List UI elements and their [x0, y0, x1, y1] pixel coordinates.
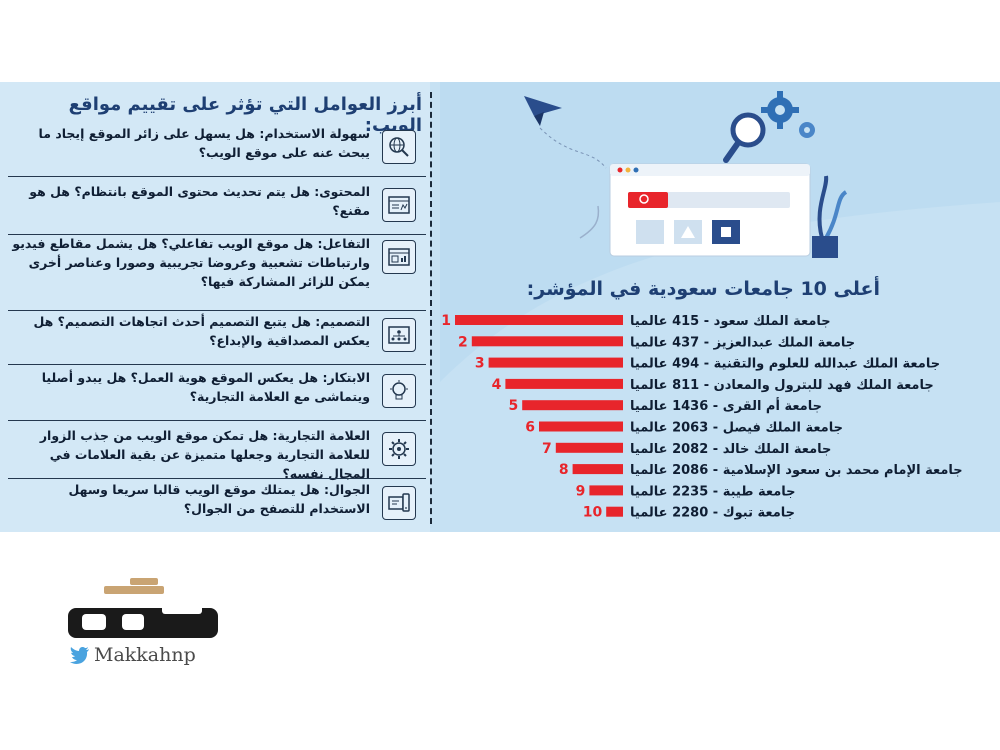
bar-rank-4 — [505, 378, 623, 389]
factor-text: الجوال: هل يمتلك موقع الويب قالبا سريعا … — [68, 482, 370, 516]
factor-item: التفاعل: هل موقع الويب تفاعلي؟ هل يشمل م… — [8, 234, 426, 306]
universities-chart-title: أعلى 10 جامعات سعودية في المؤشر: — [526, 278, 880, 300]
factor-item: سهولة الاستخدام: هل يسهل على زائر الموقع… — [8, 124, 426, 172]
factor-item: الجوال: هل يمتلك موقع الويب قالبا سريعا … — [8, 480, 426, 526]
rank-label: 3 — [475, 356, 485, 372]
factor-item: الابتكار: هل يعكس الموقع هوية العمل؟ هل … — [8, 368, 426, 416]
rank-label: 6 — [525, 420, 535, 436]
browser-window — [609, 163, 811, 257]
bar-rank-1 — [455, 315, 623, 325]
twitter-icon — [70, 647, 89, 664]
paper-plane-icon — [524, 96, 607, 169]
bar-rank-6 — [539, 421, 623, 432]
factors-title: أبرز العوامل التي تؤثر على تقييم مواقع ا… — [68, 94, 422, 136]
factor-text: العلامة التجارية: هل تمكن موقع الويب من … — [39, 428, 370, 481]
university-label: جامعة تبوك - 2280 عالميا — [630, 506, 795, 521]
content-window-icon — [382, 188, 416, 222]
universities-bar-chart: 1 جامعة الملك سعود - 415 عالميا 2 جامعة الم… — [441, 313, 963, 521]
plant-icon — [812, 175, 848, 258]
rank-label: 7 — [542, 441, 552, 457]
background-wave — [0, 82, 1000, 532]
university-label: جامعة الملك خالد - 2082 عالميا — [630, 442, 831, 457]
rank-label: 9 — [576, 483, 586, 499]
bar-rank-10 — [606, 506, 623, 517]
factor-text: المحتوى: هل يتم تحديث محتوى الموقع بانتظ… — [29, 184, 370, 218]
bar-rank-7 — [555, 442, 623, 453]
lightbulb-icon — [382, 374, 416, 408]
mobile-devices-icon — [382, 486, 416, 520]
magnifier-icon — [723, 112, 766, 163]
factor-text: الابتكار: هل يعكس الموقع هوية العمل؟ هل … — [41, 370, 370, 404]
university-label: جامعة الملك سعود - 415 عالميا — [630, 314, 831, 329]
gear-icon — [761, 91, 799, 129]
bar-rank-8 — [572, 464, 623, 475]
factor-separator — [8, 420, 426, 421]
infographic-panel: أبرز العوامل التي تؤثر على تقييم مواقع ا… — [0, 82, 1000, 532]
university-label: جامعة الإمام محمد بن سعود الإسلامية - 20… — [630, 463, 963, 478]
university-label: جامعة الملك فهد للبترول والمعادن - 811 ع… — [630, 378, 934, 393]
rank-label: 5 — [508, 398, 518, 414]
brand-gear-icon — [382, 432, 416, 466]
rank-label: 1 — [441, 313, 451, 329]
rank-label: 2 — [458, 334, 468, 350]
factor-text: سهولة الاستخدام: هل يسهل على زائر الموقع… — [38, 126, 370, 160]
factor-text: التصميم: هل يتبع التصميم أحدث اتجاهات ال… — [33, 314, 370, 348]
factor-separator — [8, 364, 426, 365]
website-illustration — [524, 91, 848, 258]
bar-rank-3 — [488, 357, 623, 368]
university-label: جامعة الملك عبدالله للعلوم والتقنية - 49… — [630, 357, 940, 372]
factor-separator — [8, 234, 426, 235]
factor-item: العلامة التجارية: هل تمكن موقع الويب من … — [8, 426, 426, 481]
factor-item: التصميم: هل يتبع التصميم أحدث اتجاهات ال… — [8, 312, 426, 360]
factor-item: المحتوى: هل يتم تحديث محتوى الموقع بانتظ… — [8, 182, 426, 230]
university-label: جامعة طيبة - 2235 عالميا — [630, 484, 796, 499]
design-flow-icon — [382, 318, 416, 352]
factor-separator — [8, 310, 426, 311]
factor-separator — [8, 176, 426, 177]
rank-label: 4 — [492, 377, 502, 393]
bar-rank-2 — [471, 336, 623, 347]
university-label: جامعة الملك فيصل - 2063 عالميا — [630, 421, 843, 436]
makkah-logo — [68, 578, 218, 638]
factor-text: التفاعل: هل موقع الويب تفاعلي؟ هل يشمل م… — [12, 236, 370, 289]
rank-label: 8 — [559, 462, 569, 478]
university-label: جامعة أم القرى - 1436 عالميا — [630, 397, 822, 414]
university-label: جامعة الملك عبدالعزيز - 437 عالميا — [630, 335, 855, 350]
dashed-divider — [430, 92, 432, 524]
interactive-window-icon — [382, 240, 416, 274]
globe-search-icon — [382, 130, 416, 164]
small-gear-icon — [799, 122, 815, 138]
factor-separator — [8, 478, 426, 479]
logo-handle: Makkahnp — [94, 644, 196, 666]
rank-label: 10 — [583, 505, 603, 521]
bar-rank-5 — [522, 400, 623, 411]
bar-rank-9 — [589, 485, 623, 496]
